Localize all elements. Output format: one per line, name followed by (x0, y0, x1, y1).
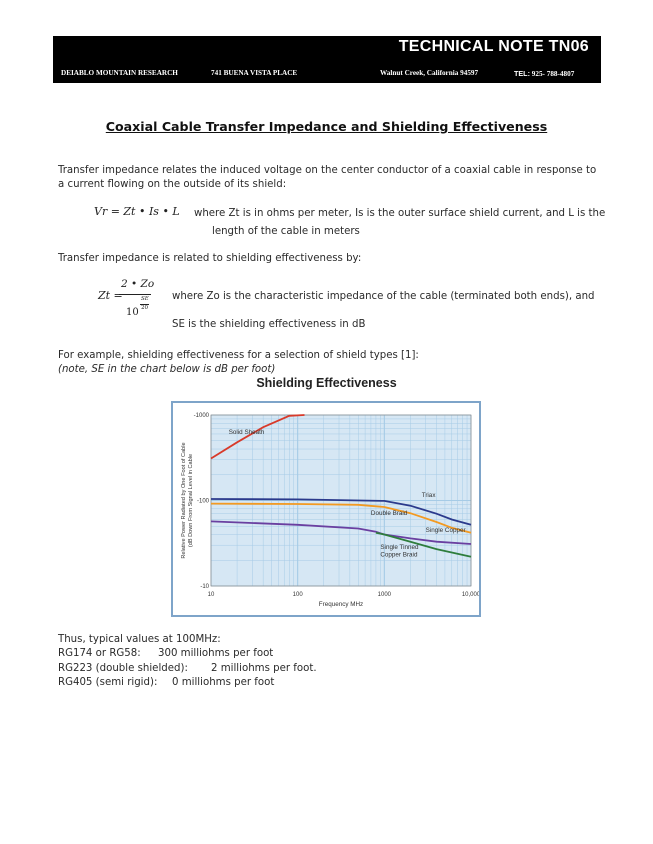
header-banner: TECHNICAL NOTE TN06 DEIABLO MOUNTAIN RES… (53, 36, 601, 83)
shielding-effectiveness-chart: Solid Sheath Triax Double Braid Single Copp… (181, 413, 481, 608)
telephone: TEL: 925- 788-4807 (514, 69, 574, 78)
y-axis-label-line-2: (dB Down From Signal Level in Cable (188, 454, 194, 547)
series-label-line: Solid Sheath (229, 429, 265, 436)
series-label-line: Double Braid (371, 510, 408, 517)
telephone-label: TEL: (514, 69, 530, 78)
series-line-double (210, 502, 472, 534)
series-line-solid (210, 414, 305, 460)
series-label-copper: Single Copper (426, 527, 466, 534)
equation-exponent-top: SE (141, 296, 149, 302)
series-line-tinned (375, 531, 472, 558)
equation-voltage-description: where Zt is in ohms per meter, Is is the… (194, 207, 605, 238)
series-label-solid: Solid Sheath (229, 429, 265, 436)
typical-row: RG174 or RG58: 300 milliohms per foot (58, 647, 317, 661)
y-tick-label: -1000 (194, 413, 210, 419)
chart-frame: Solid Sheath Triax Double Braid Single Copp… (171, 401, 481, 617)
series-label-line: Single Copper (426, 527, 466, 534)
exponent-bar (140, 304, 149, 305)
x-tick-label: 10,000 (462, 592, 479, 598)
document-title: Coaxial Cable Transfer Impedance and Shi… (105, 119, 548, 134)
example-note: (note, SE in the chart below is dB per f… (58, 363, 276, 375)
series-label-double: Double Braid (371, 510, 408, 517)
relation-sentence: Transfer impedance is related to shieldi… (58, 253, 362, 264)
city-address: Walnut Creek, California 94597 (380, 69, 479, 77)
example-paragraph: For example, shielding effectiveness for… (58, 349, 419, 376)
typical-cable-value: 2 milliohms per foot. (211, 662, 317, 674)
equation-numerator: 2 • Zo (121, 278, 155, 290)
equation-lhs: Zt = (98, 289, 123, 302)
equation-voltage-desc-line-1: where Zt is in ohms per meter, Is is the… (194, 208, 606, 219)
street-address: 741 BUENA VISTA PLACE (211, 69, 298, 77)
typical-cable-value: 0 milliohms per foot (172, 677, 275, 689)
series-label-line: Single Tinned (380, 544, 419, 551)
y-axis-label-line-1: Relative Power Radiated by One Foot of C… (181, 442, 187, 558)
chart-title: Shielding Effectiveness (256, 376, 397, 390)
equation-transfer-desc-line-1: where Zo is the characteristic impedance… (172, 291, 595, 302)
equation-transfer-description: where Zo is the characteristic impedance… (172, 290, 595, 331)
x-axis-label: Frequency MHz (319, 601, 363, 608)
typical-cable-value: 300 milliohms per foot (158, 648, 274, 660)
equation-voltage: Vr = Zt • Is • L (94, 205, 180, 218)
fraction-bar (119, 294, 151, 295)
equation-exponent-bottom: 20 (141, 305, 148, 311)
typical-row: RG223 (double shielded): 2 milliohms per … (58, 662, 317, 676)
equation-base: 10 (126, 307, 139, 318)
equation-transfer-desc-line-2: SE is the shielding effectiveness in dB (172, 318, 366, 330)
typical-row: RG405 (semi rigid): 0 milliohms per foot (58, 676, 317, 690)
equation-transfer-impedance: Zt = 2 • Zo 10 SE 20 (94, 276, 164, 324)
x-tick-label: 100 (293, 592, 304, 598)
intro-line-2: a current flowing on the outside of its … (58, 178, 287, 190)
typical-values: Thus, typical values at 100MHz: RG174 or… (58, 633, 317, 691)
series-line-triax (210, 498, 472, 526)
plot-border (210, 414, 472, 587)
equation-voltage-desc-line-2: length of the cable in meters (212, 225, 360, 237)
intro-paragraph: Transfer impedance relates the induced v… (58, 164, 596, 191)
y-tick-label: -100 (197, 499, 210, 505)
typical-cable-name: RG174 or RG58: (58, 648, 141, 660)
series-label-line: Triax (422, 492, 437, 499)
series-label-line: Copper Braid (380, 552, 418, 559)
y-tick-label: -10 (200, 584, 209, 590)
series-label-tinned: Single Tinned Copper Braid (380, 544, 419, 559)
example-line-1: For example, shielding effectiveness for… (58, 350, 419, 361)
typical-values-heading: Thus, typical values at 100MHz: (58, 634, 221, 645)
company-name: DEIABLO MOUNTAIN RESEARCH (61, 69, 178, 77)
intro-line-1: Transfer impedance relates the induced v… (58, 165, 597, 176)
technical-note-id: TECHNICAL NOTE TN06 (398, 38, 589, 55)
typical-cable-name: RG223 (double shielded): (58, 662, 188, 674)
telephone-number: 925- 788-4807 (531, 70, 575, 78)
x-tick-label: 1000 (378, 592, 392, 598)
typical-cable-name: RG405 (semi rigid): (58, 677, 158, 689)
series-label-triax: Triax (422, 492, 437, 499)
x-tick-label: 10 (208, 592, 215, 598)
